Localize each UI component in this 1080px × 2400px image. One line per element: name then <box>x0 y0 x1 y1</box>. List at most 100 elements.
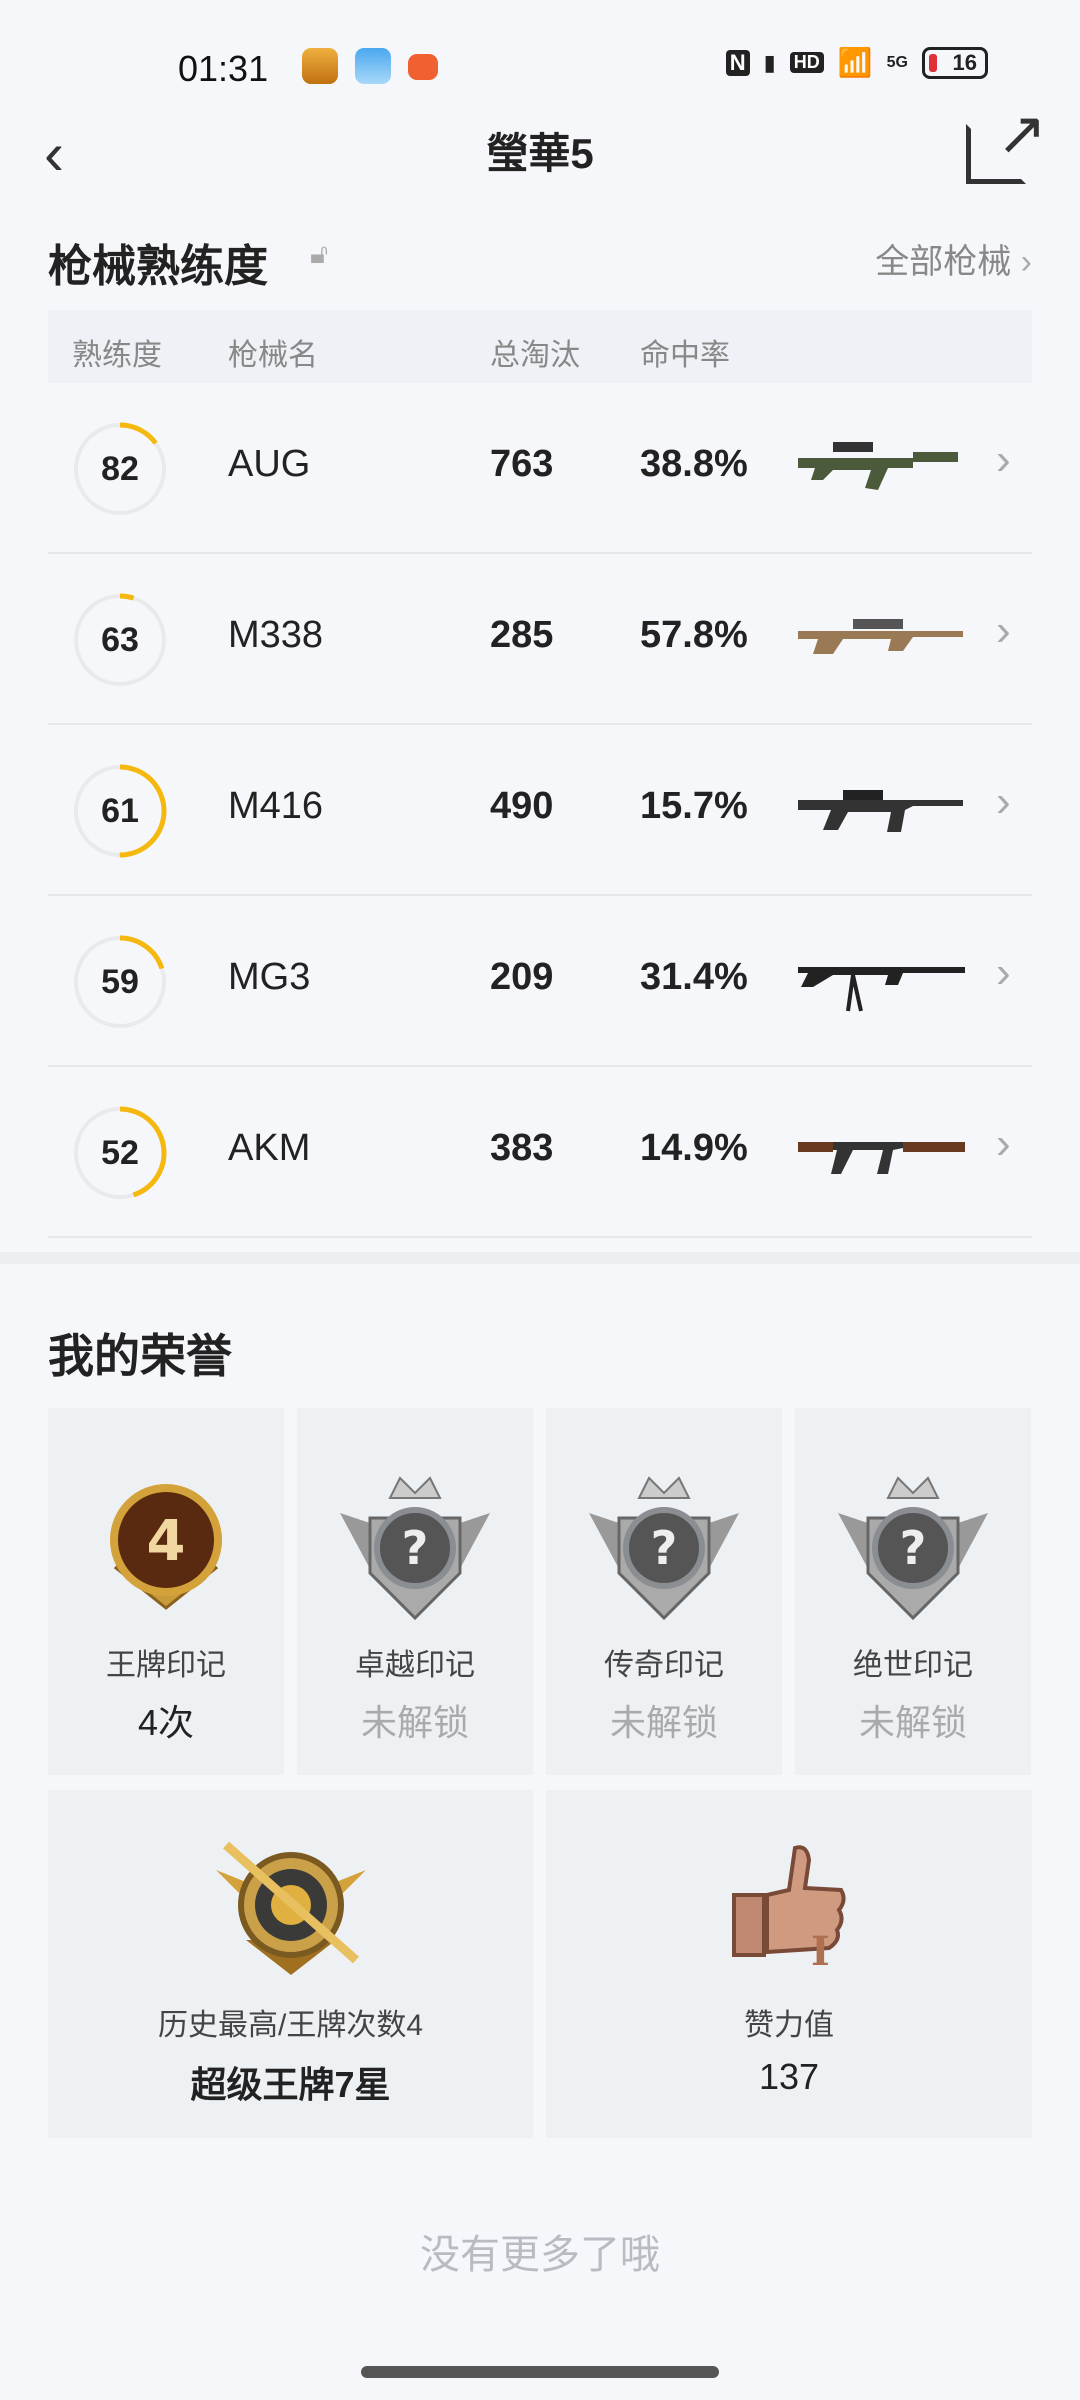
badge-text: ? <box>402 1521 429 1575</box>
section-divider <box>0 1252 1080 1264</box>
rank-badge-icon <box>215 1841 366 1975</box>
honor-mark-value: 未解锁 <box>360 1702 469 1743</box>
proficiency-level: 59 <box>101 963 139 1001</box>
page-title: 瑩華5 <box>486 130 594 177</box>
lock-icon[interactable]: 🔓︎ <box>310 238 329 269</box>
weapon-hit-rate: 14.9% <box>640 1127 748 1169</box>
weapon-kills: 285 <box>490 614 554 656</box>
home-indicator[interactable] <box>361 2366 719 2378</box>
weapon-image-icon <box>798 790 963 832</box>
weapon-row[interactable]: 59 MG3 209 31.4% › <box>48 896 1032 1067</box>
honor-mark-value: 未解锁 <box>609 1702 718 1743</box>
signal-icon: 5G <box>886 53 908 71</box>
proficiency-level: 61 <box>101 792 139 830</box>
weapon-row[interactable]: 63 M338 285 57.8% › <box>48 554 1032 725</box>
gallery-app-icon <box>355 48 391 84</box>
section-title-weapons: 枪械熟练度 <box>48 242 268 291</box>
honor-mark-value: 4次 <box>137 1702 195 1743</box>
proficiency-level: 63 <box>101 621 139 659</box>
weapon-image-icon <box>798 442 958 490</box>
likes-card[interactable]: I 赞力值 137 <box>546 1790 1032 2138</box>
status-bar: 01:31 N ▮ HD 📶 5G 16 <box>0 40 1080 96</box>
weapon-hit-rate: 31.4% <box>640 956 748 998</box>
honor-mark-card[interactable]: ? 卓越印记 未解锁 <box>297 1408 533 1775</box>
honor-mark-label: 王牌印记 <box>106 1649 226 1682</box>
weapon-image-icon <box>798 619 963 654</box>
weapon-image-icon <box>798 1142 965 1174</box>
chevron-right-icon: › <box>996 606 1011 655</box>
chevron-right-icon: › <box>1020 243 1032 281</box>
weapon-name: MG3 <box>228 956 311 998</box>
share-button[interactable] <box>966 99 1047 184</box>
col-level: 熟练度 <box>72 339 162 372</box>
all-weapons-label: 全部枪械 <box>875 243 1012 281</box>
weapon-row[interactable]: 82 AUG 763 38.8% › <box>48 383 1032 554</box>
weapon-hit-rate: 38.8% <box>640 443 748 485</box>
honor-mark-label: 卓越印记 <box>355 1649 475 1682</box>
weapon-hit-rate: 57.8% <box>640 614 748 656</box>
weapon-image-icon <box>798 967 965 1012</box>
game-center-icon <box>408 54 438 80</box>
honor-mark-label: 绝世印记 <box>853 1649 973 1682</box>
chevron-right-icon: › <box>996 777 1011 826</box>
proficiency-ring <box>73 1106 167 1200</box>
weapon-kills: 763 <box>490 443 554 485</box>
chevron-right-icon: › <box>996 435 1011 484</box>
badge-text: ? <box>651 1521 678 1575</box>
vibrate-icon: ▮ <box>763 49 776 75</box>
game-app-icon <box>302 48 338 84</box>
ace-mark-badge-icon: 4 <box>110 1484 222 1610</box>
hd-icon: HD <box>789 52 824 73</box>
proficiency-ring <box>73 935 167 1029</box>
wifi-icon: 📶 <box>837 47 873 78</box>
table-header: 熟练度 枪械名 总淘汰 命中率 <box>48 310 1032 383</box>
weapon-row[interactable]: 52 AKM 383 14.9% › <box>48 1067 1032 1238</box>
locked-mark-badge-icon: ? <box>838 1476 988 1621</box>
chevron-right-icon: › <box>996 1119 1011 1168</box>
honor-mark-card[interactable]: ? 绝世印记 未解锁 <box>795 1408 1031 1775</box>
section-title-honors: 我的荣誉 <box>48 1330 232 1382</box>
proficiency-ring-fill <box>73 935 167 1029</box>
locked-mark-badge-icon: ? <box>340 1476 490 1621</box>
honor-mark-label: 传奇印记 <box>604 1649 724 1682</box>
proficiency-level: 82 <box>101 450 139 488</box>
weapon-kills: 383 <box>490 1127 554 1169</box>
honor-mark-card[interactable]: 4 王牌印记 4次 <box>48 1408 284 1775</box>
highest-rank-card[interactable]: 历史最高/王牌次数4 超级王牌7星 <box>48 1790 533 2138</box>
thumbs-up-icon: I <box>732 1845 846 1970</box>
proficiency-ring-fill <box>73 422 167 516</box>
weapon-name: M338 <box>228 614 324 656</box>
badge-text: ? <box>900 1521 927 1575</box>
weapon-row[interactable]: 61 M416 490 15.7% › <box>48 725 1032 896</box>
weapon-kills: 490 <box>490 785 554 827</box>
chevron-right-icon: › <box>996 948 1011 997</box>
col-hit-rate: 命中率 <box>640 339 730 372</box>
all-weapons-link[interactable]: 全部枪械 › <box>875 234 1032 283</box>
likes-value: 137 <box>758 2056 820 2097</box>
proficiency-ring <box>73 764 167 858</box>
nfc-icon: N <box>725 49 750 76</box>
proficiency-ring-fill <box>73 1106 167 1200</box>
likes-label: 赞力值 <box>744 2009 834 2042</box>
highest-rank-label: 历史最高/王牌次数4 <box>157 2009 424 2042</box>
weapon-hit-rate: 15.7% <box>640 785 748 827</box>
proficiency-ring-fill <box>73 593 167 687</box>
badge-text: 4 <box>147 1509 186 1574</box>
proficiency-level: 52 <box>101 1134 139 1172</box>
proficiency-ring <box>73 593 167 687</box>
col-name: 枪械名 <box>228 339 318 372</box>
back-button[interactable]: ‹ <box>44 120 64 187</box>
battery-icon: 16 <box>922 46 988 79</box>
locked-mark-badge-icon: ? <box>589 1476 739 1621</box>
proficiency-ring <box>73 422 167 516</box>
highest-rank-value: 超级王牌7星 <box>190 2064 391 2105</box>
honor-mark-card[interactable]: ? 传奇印记 未解锁 <box>546 1408 782 1775</box>
col-kills: 总淘汰 <box>490 339 580 372</box>
proficiency-ring-fill <box>73 764 167 858</box>
no-more-text: 没有更多了哦 <box>420 2233 660 2277</box>
clock: 01:31 <box>178 48 269 89</box>
likes-badge-letter: I <box>811 1928 830 1970</box>
weapon-name: M416 <box>228 785 324 827</box>
weapon-name: AUG <box>228 443 311 485</box>
weapon-name: AKM <box>228 1127 311 1169</box>
